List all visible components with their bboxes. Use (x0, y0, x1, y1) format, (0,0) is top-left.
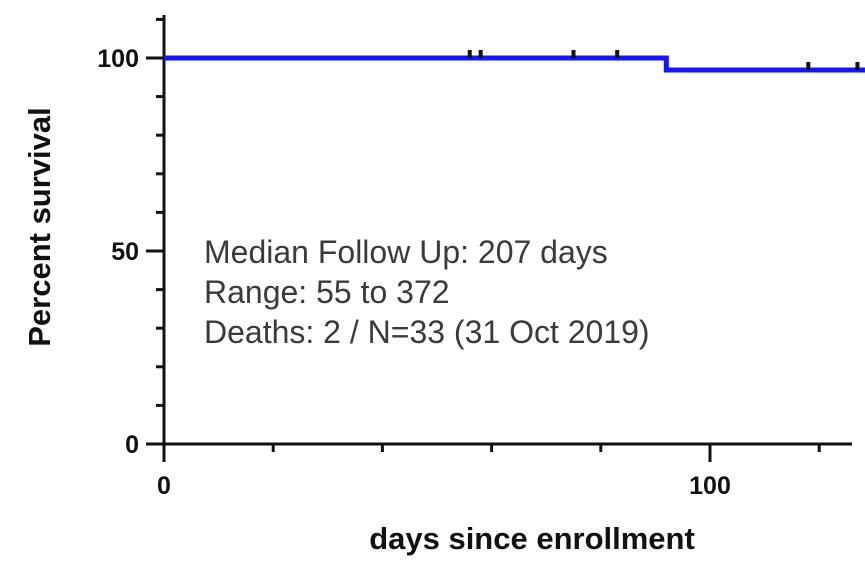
annotation-deaths: Deaths: 2 / N=33 (31 Oct 2019) (204, 314, 650, 350)
annotation-range: Range: 55 to 372 (204, 274, 450, 310)
y-tick-label: 0 (125, 431, 139, 459)
x-minor-ticks (271, 444, 821, 452)
x-tick-label: 0 (157, 472, 171, 500)
annotation-block: Median Follow Up: 207 days Range: 55 to … (204, 234, 650, 350)
y-axis (146, 15, 166, 446)
x-tick-label: 100 (689, 472, 731, 500)
survival-curve (164, 55, 865, 73)
y-minor-ticks (156, 17, 164, 407)
x-axis-title: days since enrollment (369, 521, 695, 556)
series-group (164, 50, 865, 73)
y-axis-title: Percent survival (22, 107, 57, 347)
x-axis (162, 442, 852, 462)
y-tick-label: 100 (97, 45, 139, 73)
y-major-ticks (146, 56, 164, 446)
tick-labels: 0501000100200300 (97, 45, 731, 500)
y-tick-label: 50 (111, 238, 139, 266)
annotation-median-follow-up: Median Follow Up: 207 days (204, 234, 608, 270)
x-major-ticks (162, 444, 712, 462)
